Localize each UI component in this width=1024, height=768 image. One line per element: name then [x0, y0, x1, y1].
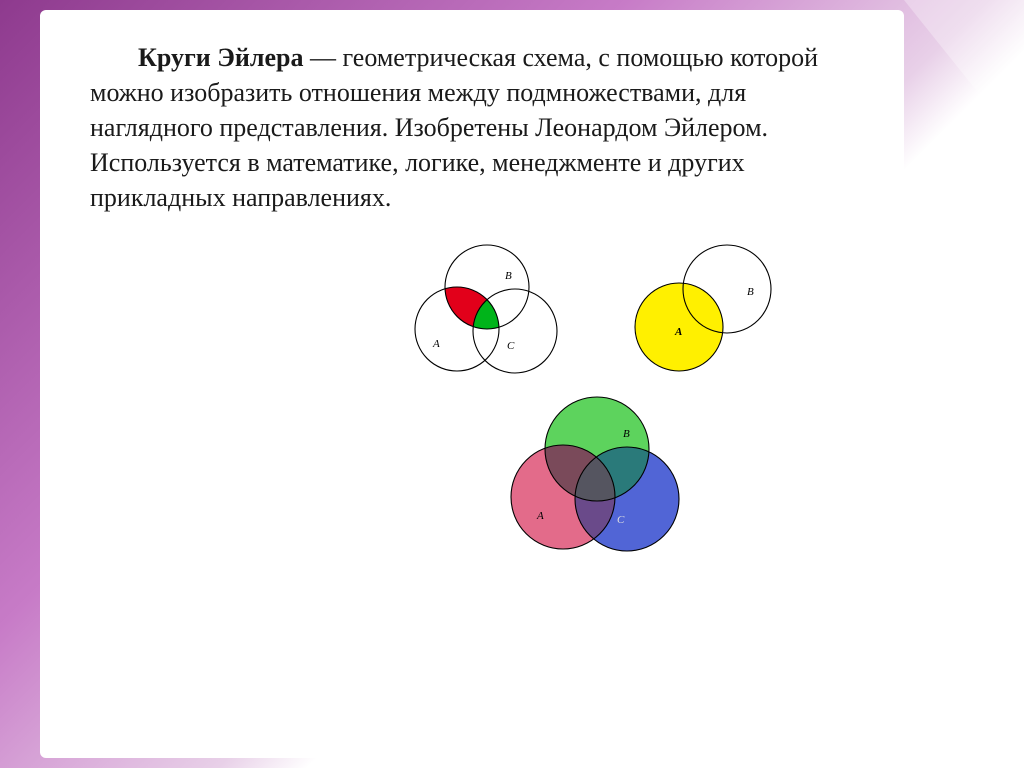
venn-diagram-3: A B C: [497, 393, 687, 553]
definition-paragraph: Круги Эйлера — геометрическая схема, с п…: [90, 40, 854, 215]
venn-diagram-1: A B C: [397, 239, 567, 379]
diagrams-row-top: A B C A B: [397, 239, 787, 379]
label-B: B: [747, 286, 754, 298]
slide-content: Круги Эйлера — геометрическая схема, с п…: [40, 10, 904, 758]
venn-diagram-2: A B: [617, 239, 787, 379]
circle-C: [473, 289, 557, 373]
diagrams-row-bottom: A B C: [497, 393, 687, 553]
corner-accent: [904, 0, 1024, 150]
label-C: C: [617, 514, 625, 526]
term-bold: Круги Эйлера: [138, 43, 303, 72]
label-B: B: [505, 270, 512, 282]
label-A: A: [432, 338, 440, 350]
label-C: C: [507, 340, 515, 352]
label-A: A: [536, 510, 544, 522]
label-B: B: [623, 428, 630, 440]
dash: —: [303, 43, 342, 72]
label-A: A: [674, 326, 682, 338]
diagrams-area: A B C A B: [330, 239, 854, 553]
